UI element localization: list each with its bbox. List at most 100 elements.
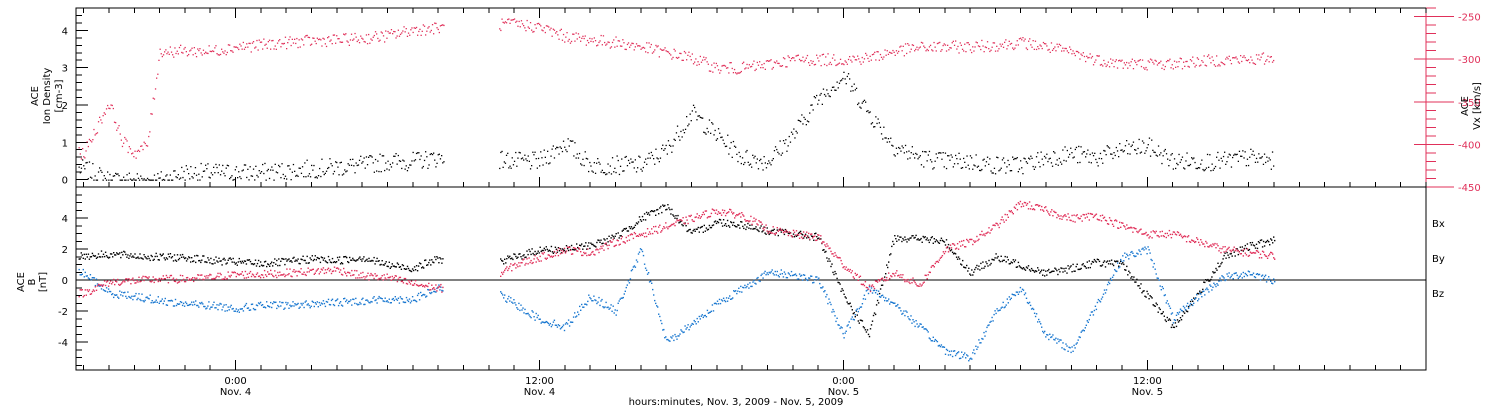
data-point (166, 53, 168, 55)
data-point (512, 164, 515, 166)
data-point (398, 35, 401, 37)
data-point (1268, 157, 1270, 159)
data-point (722, 212, 725, 214)
data-point (760, 221, 762, 223)
data-point (298, 39, 300, 41)
data-point (1057, 338, 1059, 340)
data-point (261, 265, 264, 267)
data-point (199, 259, 201, 262)
data-point (1082, 52, 1084, 54)
data-point (1243, 275, 1245, 278)
data-point (991, 316, 993, 319)
data-point (1097, 55, 1099, 57)
data-point (848, 303, 850, 305)
data-point (1102, 261, 1105, 264)
data-point (429, 292, 431, 294)
data-point (1162, 311, 1164, 313)
data-point (523, 254, 525, 256)
data-point (260, 171, 263, 173)
data-point (1157, 311, 1159, 313)
data-point (186, 276, 189, 279)
data-point (249, 260, 252, 263)
data-point (927, 154, 929, 156)
data-point (251, 273, 254, 275)
data-point (747, 220, 749, 222)
data-point (1069, 347, 1071, 349)
data-point (379, 297, 381, 299)
data-point (226, 262, 228, 264)
data-point (729, 295, 731, 297)
data-point (290, 179, 292, 181)
data-point (677, 220, 679, 222)
data-point (203, 52, 206, 55)
data-point (656, 157, 658, 159)
data-point (1157, 277, 1159, 279)
data-point (1109, 277, 1112, 280)
data-point (872, 314, 875, 317)
data-point (728, 297, 730, 299)
data-point (272, 275, 274, 277)
data-point (723, 209, 726, 212)
data-point (132, 255, 134, 257)
data-point (1080, 146, 1082, 148)
data-point (520, 304, 522, 306)
data-point (589, 37, 591, 40)
data-point (1048, 268, 1050, 271)
data-point (953, 252, 956, 254)
data-point (609, 165, 611, 167)
data-point (332, 261, 335, 264)
data-point (353, 298, 355, 301)
data-point (169, 46, 171, 48)
data-point (415, 284, 418, 286)
data-point (407, 167, 410, 169)
data-point (413, 282, 416, 285)
data-point (430, 153, 432, 155)
data-point (797, 278, 800, 280)
data-point (892, 49, 894, 52)
data-point (1039, 166, 1041, 168)
data-point (246, 307, 249, 309)
data-point (950, 47, 952, 49)
data-point (813, 239, 815, 241)
data-point (233, 46, 235, 48)
data-point (753, 157, 755, 159)
data-point (909, 237, 911, 239)
data-point (686, 59, 688, 61)
data-point (761, 231, 763, 233)
data-point (420, 284, 422, 286)
data-point (1152, 304, 1154, 306)
data-point (1033, 48, 1035, 50)
data-point (938, 242, 941, 244)
data-point (1075, 265, 1077, 268)
data-point (717, 69, 720, 71)
data-point (911, 235, 913, 237)
data-point (1103, 260, 1106, 262)
data-point (875, 304, 878, 306)
data-point (1184, 309, 1187, 311)
data-point (418, 30, 420, 33)
data-point (296, 275, 298, 277)
data-point (1070, 48, 1072, 51)
data-point (1180, 319, 1183, 321)
data-point (655, 214, 657, 216)
data-point (881, 294, 884, 296)
data-point (924, 236, 926, 238)
data-point (942, 240, 945, 242)
data-point (374, 31, 377, 33)
data-point (202, 170, 205, 172)
data-point (249, 166, 251, 168)
data-point (896, 52, 899, 54)
data-point (423, 285, 425, 287)
data-point (255, 273, 258, 276)
data-point (804, 59, 806, 61)
data-point (835, 320, 837, 323)
data-point (699, 318, 701, 320)
data-point (792, 274, 795, 276)
data-point (620, 235, 622, 237)
data-point (798, 58, 801, 61)
data-point (176, 254, 179, 256)
data-point (1246, 158, 1249, 160)
data-point (540, 322, 542, 324)
data-point (885, 137, 887, 139)
